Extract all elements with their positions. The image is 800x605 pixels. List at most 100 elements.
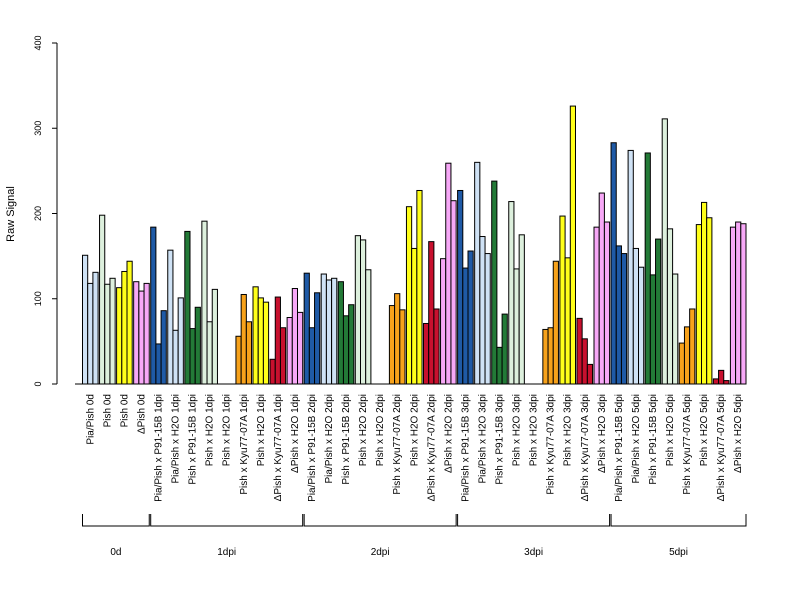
bar [655, 238, 662, 385]
bar [303, 272, 310, 385]
bar [82, 254, 89, 385]
group-label: 3dpi [524, 547, 543, 558]
bar [644, 152, 651, 385]
bar [262, 301, 270, 385]
group-brackets: 0d 1dpi 2dpi 3dpi 5dpi [82, 514, 747, 558]
bar [257, 297, 264, 385]
group-bracket [457, 514, 611, 527]
bar [365, 269, 372, 385]
bar [240, 293, 247, 385]
bars [82, 105, 747, 385]
bar [172, 329, 179, 385]
x-tick-label: Pish x Kyu77-07A 1dpi [239, 394, 250, 495]
group-label: 1dpi [217, 547, 236, 558]
bar [508, 201, 515, 385]
bar [547, 327, 554, 385]
x-tick-label: Pish x Kyu77-07A 3dpi [546, 394, 557, 495]
bar [552, 260, 559, 385]
bar [627, 149, 634, 385]
x-tick-label: Pish x P91-15B 1dpi [188, 394, 199, 485]
bar [274, 296, 281, 385]
bar [518, 234, 525, 385]
group-label: 5dpi [669, 547, 688, 558]
x-tick-label: Pish x H2O 2dpi [358, 394, 369, 466]
bar [269, 358, 276, 385]
bar [615, 245, 622, 385]
x-tick-label: ΔPish x H2O 3dpi [597, 394, 608, 473]
bar [433, 308, 440, 385]
x-tick-label: ΔPish x Kyu77-07A 2dpi [426, 394, 437, 501]
x-tick-label: Pish x H2O 1dpi [222, 394, 233, 466]
bar [150, 226, 157, 385]
bar [491, 180, 498, 385]
x-tick-label: Pish x P91-15B 5dpi [648, 394, 659, 485]
bar [740, 223, 747, 385]
group-label: 2dpi [371, 547, 390, 558]
x-tick-label: ΔPish x Kyu77-07A 5dpi [716, 394, 727, 501]
bar [610, 142, 617, 385]
x-tick-label: Pish x P91-15B 3dpi [495, 394, 506, 485]
bar [484, 253, 491, 385]
bar [160, 310, 167, 385]
x-tick-label: Pish x H2O 1dpi [205, 394, 216, 466]
bar [638, 266, 645, 385]
bar [712, 378, 720, 385]
bar [184, 230, 191, 385]
bar [133, 281, 140, 385]
y-tick-label: 200 [33, 206, 43, 221]
group-bracket [303, 514, 457, 527]
bar [297, 311, 304, 385]
y-tick-label: 100 [33, 291, 43, 306]
bar [279, 327, 287, 385]
bar [479, 236, 486, 385]
bar [632, 247, 639, 385]
bar [252, 286, 259, 385]
x-tick-label: ΔPish 0d [136, 394, 147, 434]
x-tick-label: ΔPish x H2O 1dpi [290, 394, 301, 473]
bar [126, 260, 133, 385]
bar [337, 281, 344, 385]
bar [649, 274, 657, 385]
bar [559, 215, 566, 385]
bar [735, 221, 742, 385]
bar [467, 250, 474, 385]
bar [320, 273, 327, 385]
bar [411, 247, 418, 385]
bar [445, 162, 452, 385]
bar [121, 270, 128, 385]
x-tick-label: Pia/Pish x P91-15B 2dpi [307, 394, 318, 502]
x-axis-labels: Pia/Pish 0d Pish 0d Pish 0d ΔPish 0d Pia/Pis… [85, 394, 744, 502]
bar [440, 258, 447, 385]
x-tick-label: Pish x H2O 5dpi [699, 394, 710, 466]
y-axis: 0 100 200 300 400 [33, 35, 58, 387]
bar [689, 308, 696, 385]
bar [314, 292, 321, 385]
bar [462, 267, 469, 385]
x-tick-label: Pia/Pish x H2O 2dpi [324, 394, 335, 484]
y-axis-title: Raw Signal [5, 186, 17, 242]
group-bracket [82, 514, 150, 527]
bar [564, 257, 571, 385]
bar [542, 328, 549, 385]
bar [104, 283, 111, 385]
bar [672, 273, 679, 385]
bar [206, 321, 213, 385]
bar [245, 321, 253, 385]
bar [683, 326, 691, 385]
bar [569, 105, 576, 385]
x-tick-label: ΔPish x H2O 5dpi [733, 394, 744, 473]
bar [189, 328, 196, 385]
x-tick-label: Pish x Kyu77-07A 2dpi [392, 394, 403, 495]
x-tick-label: Pia/Pish 0d [85, 394, 96, 445]
x-tick-label: Pish 0d [102, 394, 113, 427]
bar [666, 228, 674, 385]
bar [723, 380, 730, 385]
bar [586, 363, 594, 385]
bar [109, 277, 116, 385]
bar [360, 239, 367, 385]
x-tick-label: Pish x H2O 3dpi [529, 394, 540, 466]
bar [450, 200, 457, 385]
bar [99, 214, 106, 385]
